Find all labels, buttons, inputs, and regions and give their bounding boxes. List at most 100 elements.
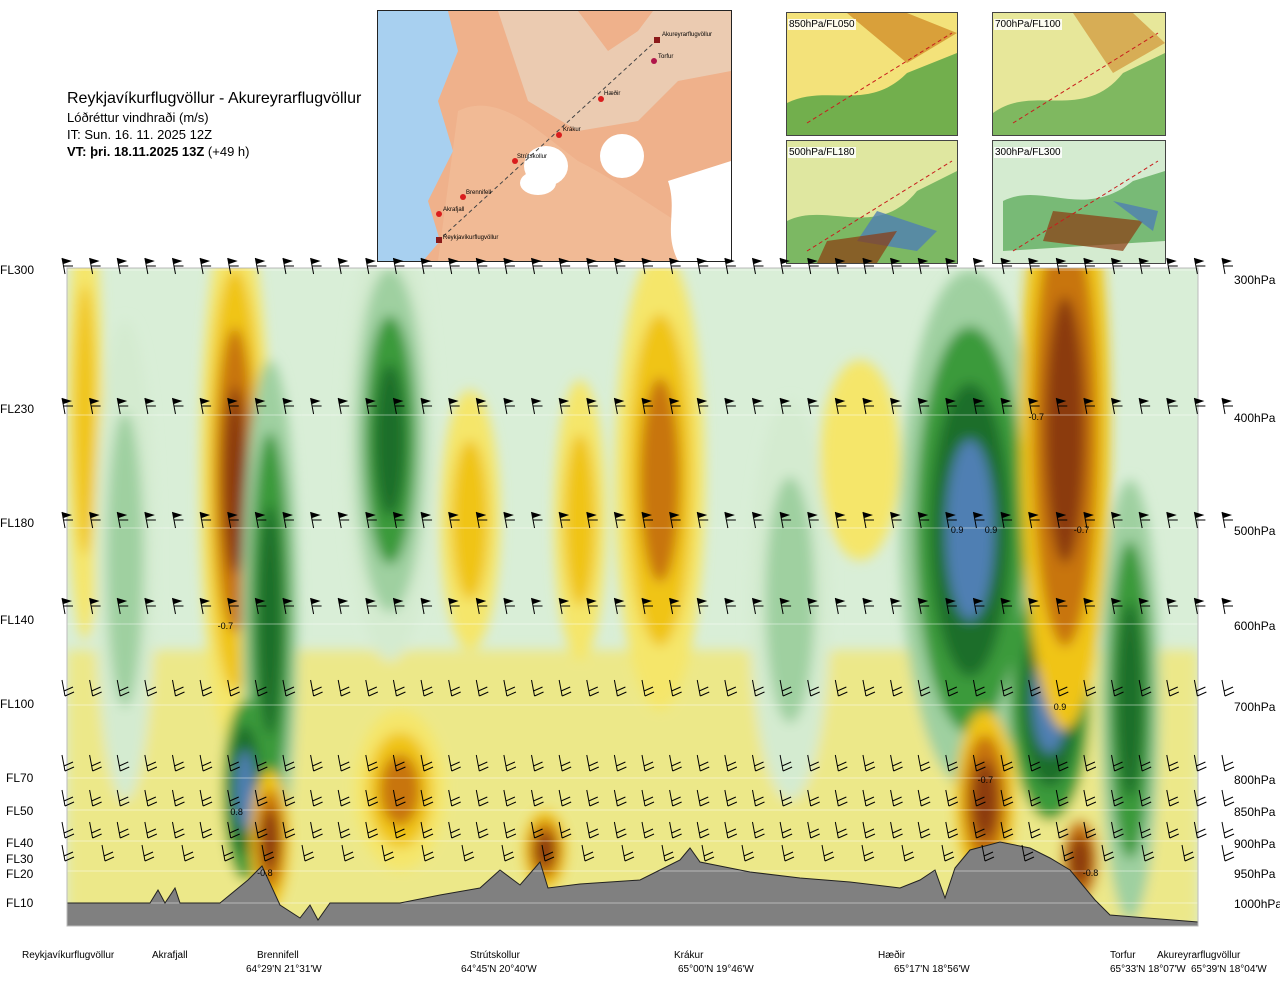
- downdraft-region: [1068, 835, 1092, 885]
- wind-barb: [558, 789, 572, 807]
- wind-barb: [1193, 511, 1206, 529]
- wind-barb: [696, 597, 709, 615]
- wind-barb: [1193, 821, 1207, 839]
- wind-barb: [861, 844, 875, 862]
- wind-barb: [116, 511, 129, 529]
- wind-barb: [1138, 257, 1151, 275]
- wind-barb: [781, 844, 795, 862]
- wind-barb: [558, 679, 572, 697]
- contour-label: -0.7: [1029, 412, 1045, 422]
- wind-barb: [475, 679, 489, 697]
- terrain-outline: [67, 841, 1198, 923]
- wind-barb: [475, 397, 488, 415]
- inset-300hpa: 300hPa/FL300: [992, 140, 1166, 264]
- y-right-tick: 300hPa: [1234, 273, 1276, 287]
- wind-barb: [227, 511, 239, 529]
- wind-barb: [862, 397, 874, 415]
- wind-barb: [171, 789, 185, 807]
- map-label-torfur: Torfur: [658, 54, 674, 60]
- wind-barb: [503, 397, 515, 415]
- wind-barb: [1083, 754, 1097, 772]
- map-label-haedir: Hæðir: [604, 91, 621, 97]
- wind-barb: [586, 397, 598, 415]
- wind-barb: [917, 257, 930, 275]
- wind-barb: [199, 679, 213, 697]
- wind-barb: [1083, 821, 1097, 839]
- wind-barb: [1000, 397, 1013, 415]
- wind-barb: [696, 397, 709, 415]
- wind-barb: [890, 754, 903, 772]
- y-right-tick: 900hPa: [1234, 837, 1276, 851]
- wind-barb: [171, 511, 184, 529]
- wind-barb: [144, 754, 158, 772]
- wind-barb: [227, 597, 239, 615]
- wind-barb: [531, 257, 543, 275]
- x-location-label: Brennifell: [257, 950, 299, 961]
- wind-barb: [1028, 257, 1040, 275]
- wind-barb: [1221, 397, 1233, 415]
- wind-barb: [503, 679, 517, 697]
- wind-barb: [724, 257, 736, 275]
- wind-barb: [1000, 597, 1013, 615]
- wind-barb: [901, 844, 915, 862]
- wind-barb: [1193, 679, 1207, 697]
- wind-barb: [171, 257, 184, 275]
- wind-barb: [613, 679, 627, 697]
- wind-barb: [141, 844, 155, 862]
- wind-barb: [945, 397, 957, 415]
- wind-barb: [696, 511, 709, 529]
- wind-barb: [420, 597, 433, 615]
- wind-barb: [862, 597, 874, 615]
- wind-barb: [972, 789, 986, 807]
- wind-barb: [254, 397, 267, 415]
- wind-barb: [365, 397, 377, 415]
- wind-barb: [1055, 679, 1069, 697]
- wind-barb: [558, 511, 571, 529]
- wind-barb: [381, 844, 395, 862]
- wind-barb: [282, 511, 294, 529]
- wind-barb: [1111, 789, 1124, 807]
- terrain: [67, 842, 1198, 926]
- wind-barb: [301, 844, 315, 862]
- x-location-coord: 65°17'N 18°56'W: [894, 964, 970, 975]
- wind-barb: [917, 789, 931, 807]
- wind-barb: [641, 597, 653, 615]
- init-time: IT: Sun. 16. 11. 2025 12Z: [67, 127, 213, 142]
- wind-barb: [531, 679, 544, 697]
- wind-barb: [641, 754, 655, 772]
- wind-barb: [807, 679, 820, 697]
- wind-barb: [282, 754, 296, 772]
- x-location-coord: 65°39'N 18°04'W: [1191, 964, 1267, 975]
- wind-barb: [724, 789, 738, 807]
- wind-barb: [751, 511, 764, 529]
- wind-barb: [1101, 844, 1115, 862]
- wind-barb: [310, 597, 322, 615]
- wind-barb: [613, 754, 627, 772]
- wind-barb: [420, 679, 434, 697]
- wind-barb: [1221, 257, 1233, 275]
- wind-barb: [834, 789, 848, 807]
- x-location-coord: 64°45'N 20°40'W: [461, 964, 537, 975]
- y-left-tick: FL40: [6, 836, 34, 850]
- wind-barb: [1061, 844, 1075, 862]
- wind-barb: [669, 754, 682, 772]
- wind-barb: [337, 597, 350, 615]
- y-right-tick: 1000hPa: [1234, 897, 1280, 911]
- wind-barb: [972, 511, 985, 529]
- wind-barb: [144, 597, 156, 615]
- wind-barb: [1166, 257, 1178, 275]
- wind-barb: [199, 821, 213, 839]
- wind-barb: [448, 679, 461, 697]
- wind-barb: [531, 754, 544, 772]
- inset-label-850: 850hPa/FL050: [788, 19, 856, 30]
- wind-barb: [558, 397, 571, 415]
- wind-barb: [724, 754, 738, 772]
- wind-barb: [581, 844, 595, 862]
- wind-barb: [392, 821, 406, 839]
- wind-barb: [807, 397, 819, 415]
- wind-barb: [337, 789, 351, 807]
- wind-barb: [586, 789, 599, 807]
- wind-barb: [1138, 821, 1152, 839]
- wind-barb: [890, 597, 902, 615]
- wind-barb: [696, 789, 710, 807]
